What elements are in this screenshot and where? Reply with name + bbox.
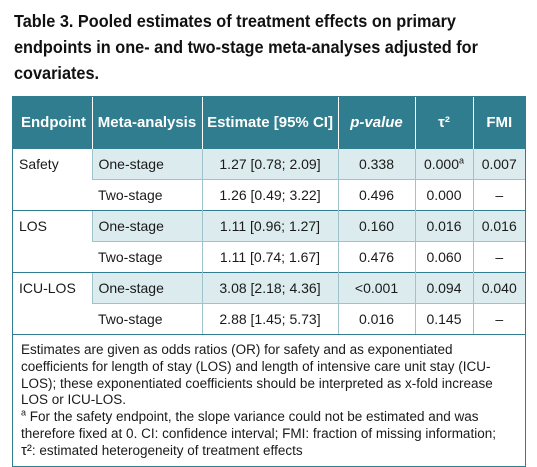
endpoint-cell: LOS xyxy=(13,210,92,273)
fmi-cell: 0.016 xyxy=(472,210,525,242)
tau2-cell: 0.094 xyxy=(414,272,473,304)
header-row: Endpoint Meta-analysis Estimate [95% CI]… xyxy=(13,97,525,149)
tau2-cell: 0.145 xyxy=(414,303,473,334)
table-notes: Estimates are given as odds ratios (OR) … xyxy=(13,334,525,466)
tau2-cell: 0.000a xyxy=(414,148,473,180)
tau2-value: 0.000 xyxy=(423,156,460,172)
tau-symbol: τ² xyxy=(21,441,32,459)
fmi-cell: – xyxy=(472,303,525,334)
meta-cell: One-stage xyxy=(91,148,202,180)
tau-note-text: : estimated heterogeneity of treatment e… xyxy=(31,442,303,458)
table-title: Table 3. Pooled estimates of treatment e… xyxy=(14,11,478,83)
header-estimate: Estimate [95% CI] xyxy=(201,97,338,149)
pvalue-cell: 0.496 xyxy=(337,179,415,211)
meta-cell: Two-stage xyxy=(92,303,202,334)
fmi-cell: 0.007 xyxy=(472,148,525,180)
header-tau2: τ² xyxy=(414,97,473,149)
footnote: a For the safety endpoint, the slope var… xyxy=(21,407,517,443)
fmi-cell: – xyxy=(472,179,525,211)
tau2-cell: 0.000 xyxy=(414,179,473,211)
table-row: LOS One-stage 1.11 [0.96; 1.27] 0.160 0.… xyxy=(13,210,525,273)
header-endpoint: Endpoint xyxy=(13,97,92,149)
notes-text: Estimates are given as odds ratios (OR) … xyxy=(21,342,493,408)
header-meta-analysis: Meta-analysis xyxy=(91,97,202,149)
estimate-cell: 1.11 [0.96; 1.27] xyxy=(201,210,338,242)
meta-cell: One-stage xyxy=(91,210,202,242)
meta-cell: Two-stage xyxy=(92,241,202,273)
pvalue-cell: 0.160 xyxy=(337,210,415,242)
pvalue-cell: <0.001 xyxy=(337,272,415,304)
meta-cell: One-stage xyxy=(91,272,202,304)
fmi-cell: 0.040 xyxy=(472,272,525,304)
table-row: Two-stage 1.11 [0.74; 1.67] 0.476 0.060 … xyxy=(13,241,525,273)
header-pvalue: p-value xyxy=(337,97,415,149)
tau-note: τ²: estimated heterogeneity of treatment… xyxy=(21,441,517,460)
estimate-cell: 2.88 [1.45; 5.73] xyxy=(201,303,338,334)
table-figure: Table 3. Pooled estimates of treatment e… xyxy=(12,11,526,467)
footnote-mark: a xyxy=(21,407,27,418)
table-row: Two-stage 2.88 [1.45; 5.73] 0.016 0.145 … xyxy=(13,303,525,334)
pvalue-cell: 0.476 xyxy=(337,241,415,273)
footnote-marker: a xyxy=(459,155,465,166)
table-row: Safety One-stage 1.27 [0.78; 2.09] 0.338… xyxy=(13,148,525,211)
estimate-cell: 1.27 [0.78; 2.09] xyxy=(201,148,338,180)
pvalue-cell: 0.338 xyxy=(337,148,415,180)
pvalue-cell: 0.016 xyxy=(337,303,415,334)
estimate-cell: 1.26 [0.49; 3.22] xyxy=(201,179,338,211)
table-row: Two-stage 1.26 [0.49; 3.22] 0.496 0.000 … xyxy=(13,179,525,211)
meta-cell: Two-stage xyxy=(92,179,202,211)
header-pvalue-label: p-value xyxy=(350,113,403,131)
endpoint-cell: ICU-LOS xyxy=(13,272,92,334)
footnote-text: For the safety endpoint, the slope varia… xyxy=(21,409,496,441)
results-table: Endpoint Meta-analysis Estimate [95% CI]… xyxy=(13,97,525,334)
tau2-cell: 0.060 xyxy=(414,241,473,273)
fmi-cell: – xyxy=(472,241,525,273)
table-container: Endpoint Meta-analysis Estimate [95% CI]… xyxy=(12,96,526,467)
tau2-cell: 0.016 xyxy=(414,210,473,242)
table-row: ICU-LOS One-stage 3.08 [2.18; 4.36] <0.0… xyxy=(13,272,525,334)
estimate-cell: 1.11 [0.74; 1.67] xyxy=(201,241,338,273)
estimate-cell: 3.08 [2.18; 4.36] xyxy=(201,272,338,304)
endpoint-cell: Safety xyxy=(13,148,92,211)
header-fmi: FMI xyxy=(472,97,525,149)
